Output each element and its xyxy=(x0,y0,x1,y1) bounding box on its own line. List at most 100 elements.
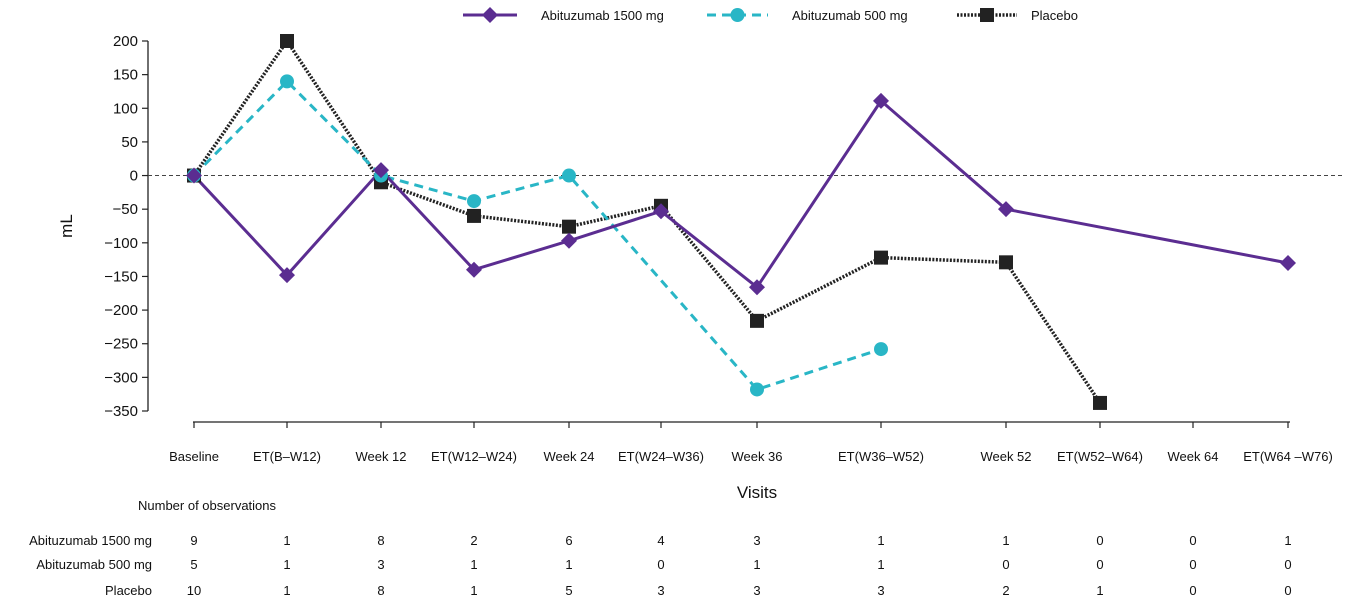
legend-label: Abituzumab 500 mg xyxy=(792,8,908,23)
observation-count: 1 xyxy=(877,533,884,548)
legend-marker xyxy=(980,8,994,22)
observation-count: 0 xyxy=(1284,583,1291,598)
data-point xyxy=(874,250,888,265)
y-tick-label: −300 xyxy=(104,369,138,386)
data-point xyxy=(562,219,576,234)
observation-count: 8 xyxy=(377,533,384,548)
observation-count: 2 xyxy=(470,533,477,548)
x-axis-label: Visits xyxy=(737,483,777,502)
observation-count: 0 xyxy=(1284,557,1291,572)
data-point xyxy=(279,267,295,284)
series-lines xyxy=(192,37,1289,404)
y-tick-label: −150 xyxy=(104,268,138,285)
legend-marker xyxy=(482,7,498,23)
y-tick-label: 0 xyxy=(130,168,138,185)
x-tick-label: Week 52 xyxy=(980,449,1031,464)
y-tick-label: 50 xyxy=(121,134,138,151)
observation-count: 0 xyxy=(1002,557,1009,572)
observation-count: 0 xyxy=(1096,557,1103,572)
observation-count: 1 xyxy=(877,557,884,572)
x-tick-label: ET(W12–W24) xyxy=(431,449,517,464)
y-tick-label: −200 xyxy=(104,302,138,319)
series-line xyxy=(192,98,1289,290)
observation-count: 1 xyxy=(1002,533,1009,548)
x-tick-label: ET(W36–W52) xyxy=(838,449,924,464)
x-axis: Baseline ET(B–W12) Week 12 ET(W12–W24) Week … xyxy=(169,421,1333,464)
observation-count: 1 xyxy=(1096,583,1103,598)
data-point xyxy=(653,203,669,220)
data-point xyxy=(874,342,888,357)
x-tick-label: ET(W64 –W76) xyxy=(1243,449,1333,464)
series-line xyxy=(192,79,882,392)
legend: Abituzumab 1500 mg Abituzumab 500 mg Place… xyxy=(463,7,1078,23)
observation-count: 3 xyxy=(877,583,884,598)
data-point xyxy=(186,167,202,184)
observations-row-label: Abituzumab 500 mg xyxy=(36,557,152,572)
data-point xyxy=(999,255,1013,270)
observation-count: 1 xyxy=(283,533,290,548)
x-tick-label: Baseline xyxy=(169,449,219,464)
y-tick-label: 150 xyxy=(113,67,138,84)
data-point xyxy=(373,162,389,179)
data-point xyxy=(562,168,576,183)
observation-count: 0 xyxy=(657,557,664,572)
data-point xyxy=(1093,395,1107,410)
observation-count: 0 xyxy=(1189,533,1196,548)
observation-count: 10 xyxy=(187,583,201,598)
x-tick-label: Week 64 xyxy=(1167,449,1218,464)
y-axis: 200 150 100 50 0 −50 −100 −150 −200 −250 −300 −350 xyxy=(104,33,149,420)
observations-row-label: Placebo xyxy=(105,583,152,598)
x-tick-label: ET(W52–W64) xyxy=(1057,449,1143,464)
observation-count: 1 xyxy=(753,557,760,572)
observation-count: 1 xyxy=(283,557,290,572)
data-point xyxy=(750,313,764,328)
y-tick-label: −350 xyxy=(104,403,138,420)
data-point xyxy=(749,279,765,296)
x-tick-label: ET(W24–W36) xyxy=(618,449,704,464)
observation-count: 3 xyxy=(753,533,760,548)
x-tick-label: Week 12 xyxy=(355,449,406,464)
legend-label: Abituzumab 1500 mg xyxy=(541,8,664,23)
y-tick-label: 100 xyxy=(113,100,138,117)
data-point xyxy=(750,382,764,397)
data-point xyxy=(280,34,294,48)
y-tick-label: −250 xyxy=(104,336,138,353)
observation-count: 4 xyxy=(657,533,664,548)
observation-count: 0 xyxy=(1189,557,1196,572)
y-tick-label: 200 xyxy=(113,33,138,50)
y-tick-label: −100 xyxy=(104,235,138,252)
data-point xyxy=(1280,255,1296,271)
x-tick-label: ET(B–W12) xyxy=(253,449,321,464)
y-tick-label: −50 xyxy=(113,201,138,218)
observation-count: 1 xyxy=(565,557,572,572)
observation-count: 1 xyxy=(470,583,477,598)
data-point xyxy=(280,74,294,89)
observation-count: 0 xyxy=(1096,533,1103,548)
series-line xyxy=(192,37,1102,404)
observation-count: 3 xyxy=(753,583,760,598)
data-point xyxy=(466,261,482,278)
observation-count: 6 xyxy=(565,533,572,548)
observation-count: 1 xyxy=(1284,533,1291,548)
observation-count: 2 xyxy=(1002,583,1009,598)
observation-count: 3 xyxy=(377,557,384,572)
observation-count: 9 xyxy=(190,533,197,548)
observation-count: 1 xyxy=(283,583,290,598)
data-point xyxy=(873,92,889,109)
x-tick-label: Week 24 xyxy=(543,449,594,464)
observations-table: Abituzumab 1500 mg 9 1 8 2 6 4 3 1 1 0 0 1Abituzumab… xyxy=(29,533,1291,598)
observation-count: 3 xyxy=(657,583,664,598)
data-point xyxy=(561,232,577,249)
y-axis-label: mL xyxy=(57,214,76,238)
observations-row-label: Abituzumab 1500 mg xyxy=(29,533,152,548)
observation-count: 5 xyxy=(190,557,197,572)
observation-count: 5 xyxy=(565,583,572,598)
observation-count: 0 xyxy=(1189,583,1196,598)
data-point xyxy=(467,208,481,223)
observation-count: 8 xyxy=(377,583,384,598)
data-point xyxy=(998,201,1014,218)
observation-count: 1 xyxy=(470,557,477,572)
data-point xyxy=(467,194,481,209)
series-markers xyxy=(186,34,1296,410)
